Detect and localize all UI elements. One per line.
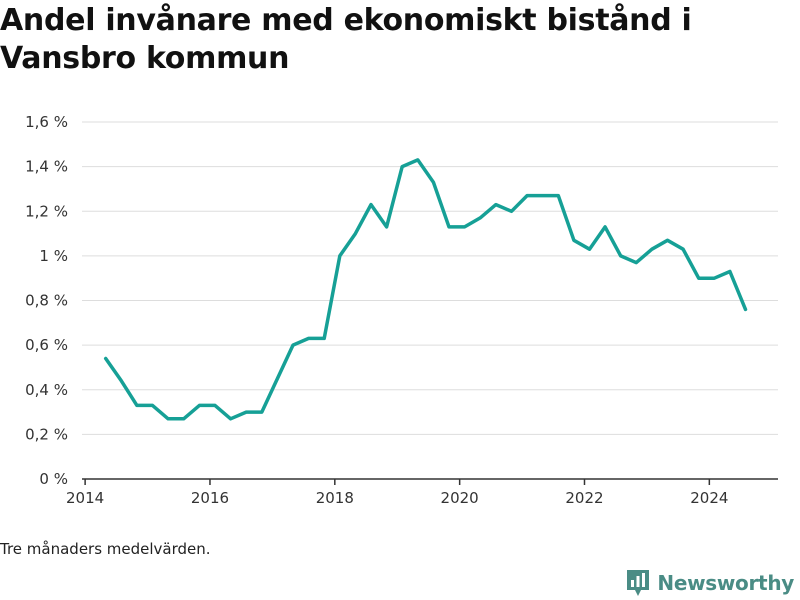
x-tick-label: 2016: [191, 489, 229, 507]
grid-lines: [82, 121, 778, 435]
brand-logo[interactable]: Newsworthy: [625, 567, 794, 599]
footnote: Tre månaders medelvärden.: [0, 540, 211, 558]
x-tick-label: 2024: [690, 489, 728, 507]
y-tick-label: 1 %: [39, 247, 68, 265]
y-tick-label: 1,2 %: [25, 202, 68, 220]
x-tick-label: 2022: [565, 489, 603, 507]
bar-chart-logo-icon: [627, 570, 650, 596]
y-tick-label: 0,6 %: [25, 336, 68, 354]
x-tick-label: 2020: [441, 489, 479, 507]
y-tick-label: 0,8 %: [25, 292, 68, 310]
brand-name: Newsworthy: [657, 571, 794, 595]
y-tick-label: 0,2 %: [25, 425, 68, 443]
y-tick-label: 0 %: [39, 470, 68, 488]
y-tick-label: 1,4 %: [25, 158, 68, 176]
x-axis: 2014 2016 2018 2020 2022 2024: [66, 478, 778, 507]
series-line: [103, 158, 748, 421]
x-tick-label: 2018: [316, 489, 354, 507]
y-tick-label: 1,6 %: [25, 113, 68, 131]
y-tick-label: 0,4 %: [25, 381, 68, 399]
data-series: [103, 158, 748, 421]
y-tick-labels: 0 % 0,2 % 0,4 % 0,6 % 0,8 % 1 % 1,2 % 1,4 % 1,6 …: [25, 113, 68, 488]
x-tick-label: 2014: [66, 489, 104, 507]
chart-title: Andel invånare med ekonomiskt bistånd i …: [0, 3, 692, 76]
